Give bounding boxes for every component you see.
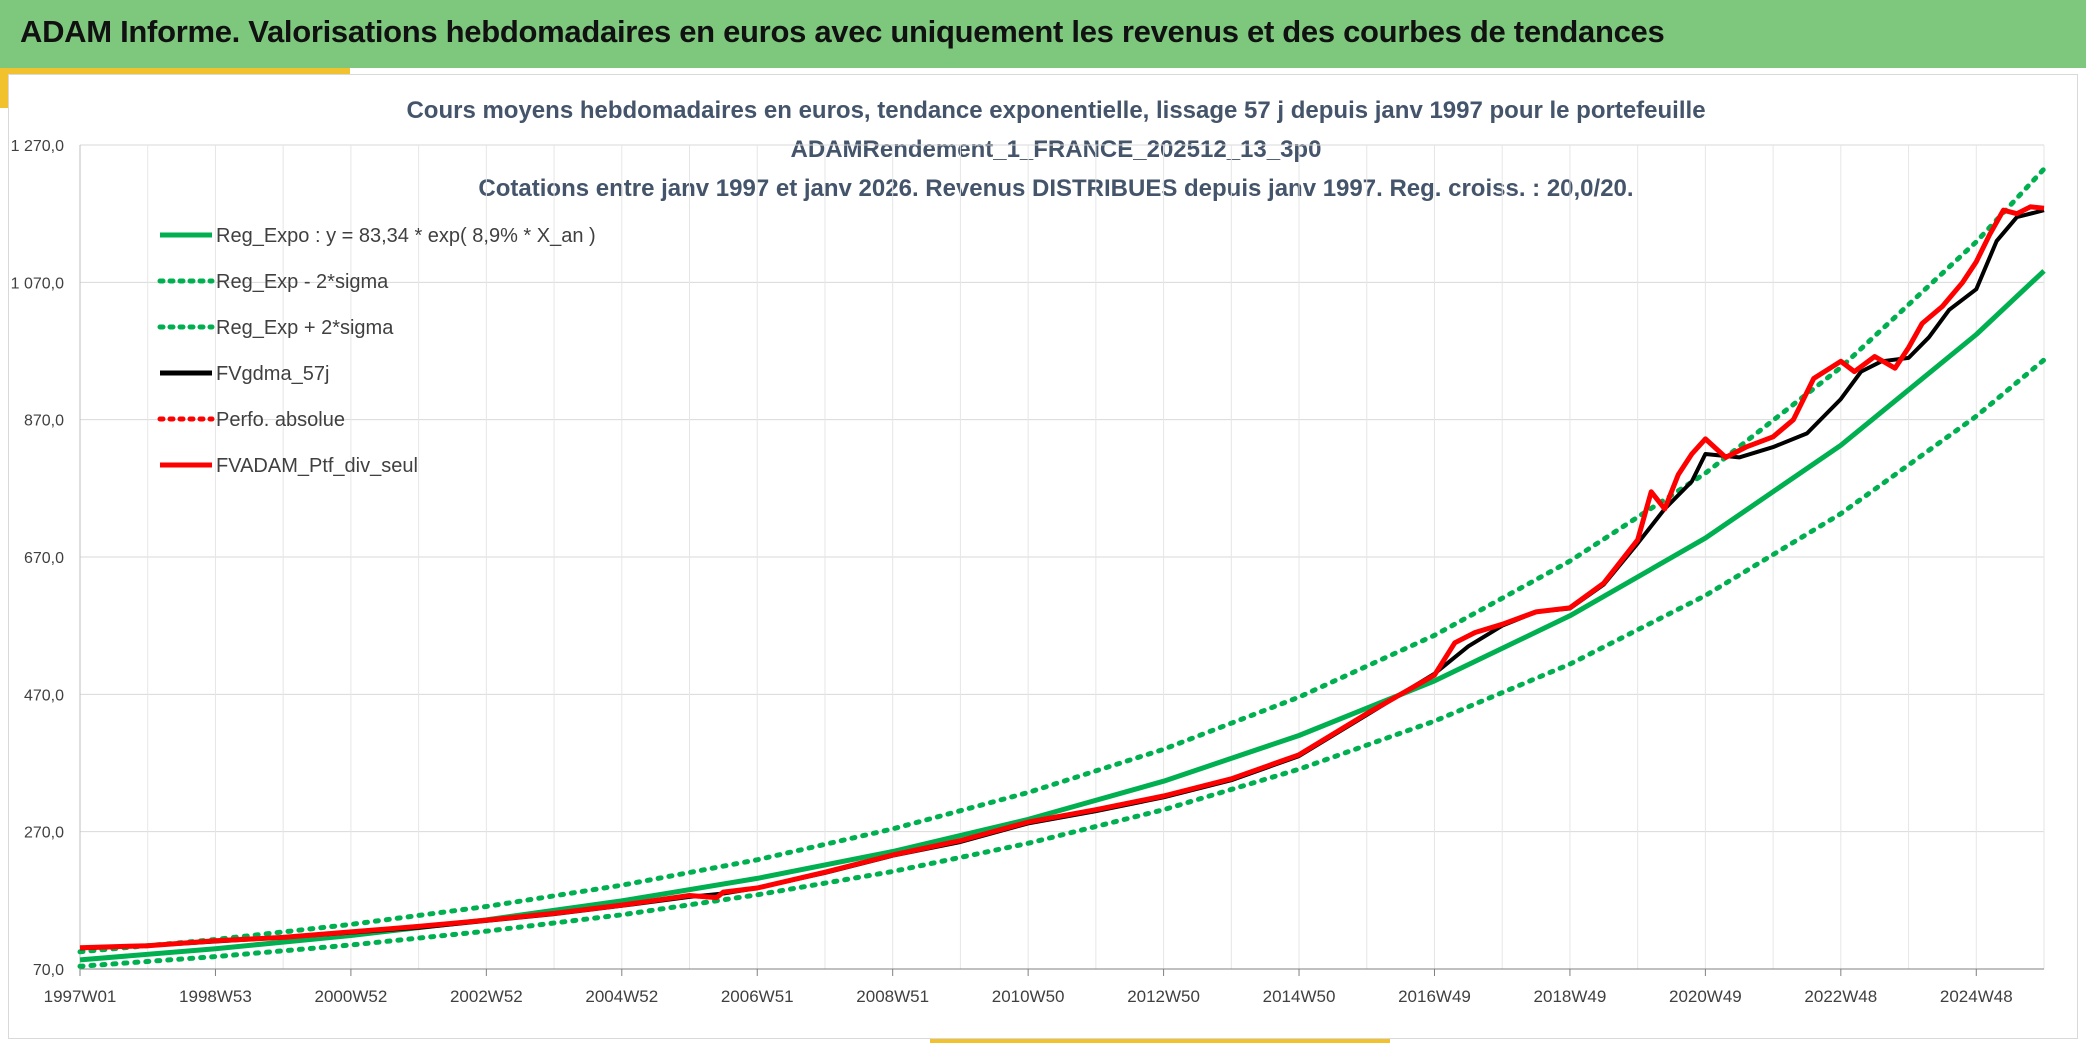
accent-stripe-top xyxy=(0,68,350,74)
grid xyxy=(79,144,2045,970)
x-tick-label: 2010W50 xyxy=(992,987,1065,1006)
y-tick-label: 670,0 xyxy=(24,550,64,567)
y-tick-label: 470,0 xyxy=(24,687,64,704)
chart-title: Cours moyens hebdomadaires en euros, ten… xyxy=(406,97,1705,202)
x-tick-label: 2012W50 xyxy=(1127,987,1200,1006)
y-tick-label: 1 270,0 xyxy=(11,138,64,155)
page-title: ADAM Informe. Valorisations hebdomadaire… xyxy=(20,14,1665,49)
x-tick-label: 2022W48 xyxy=(1804,987,1877,1006)
y-tick-label: 270,0 xyxy=(24,825,64,842)
legend: Reg_Expo : y = 83,34 * exp( 8,9% * X_an … xyxy=(157,225,596,477)
x-tick-label: 2004W52 xyxy=(585,987,658,1006)
legend-label: Reg_Exp - 2*sigma xyxy=(216,271,389,293)
chart-title-line-3: Cotations entre janv 1997 et janv 2026. … xyxy=(478,175,1633,202)
accent-stripe-bottom xyxy=(930,1038,1390,1043)
series-line-reg-exp-2-sigma xyxy=(77,166,2047,955)
legend-entry: Reg_Exp + 2*sigma xyxy=(157,317,394,339)
legend-entry: Reg_Exp - 2*sigma xyxy=(157,271,389,293)
x-tick-label: 2006W51 xyxy=(721,987,794,1006)
legend-entry: FVADAM_Ptf_div_seul xyxy=(160,455,418,477)
legend-label: Perfo. absolue xyxy=(216,409,345,431)
y-tick-label: 1 070,0 xyxy=(11,275,64,292)
x-tick-label: 1997W01 xyxy=(44,987,117,1006)
legend-label: FVgdma_57j xyxy=(216,363,329,385)
accent-stripe-left xyxy=(0,68,8,108)
x-tick-label: 2018W49 xyxy=(1534,987,1607,1006)
header-bar: ADAM Informe. Valorisations hebdomadaire… xyxy=(0,0,2086,68)
legend-label: Reg_Expo : y = 83,34 * exp( 8,9% * X_an … xyxy=(216,225,596,247)
series-line-fvadam-ptf-div-seul xyxy=(79,204,2045,951)
legend-label: Reg_Exp + 2*sigma xyxy=(216,317,394,339)
legend-entry: Reg_Expo : y = 83,34 * exp( 8,9% * X_an … xyxy=(160,225,596,247)
chart-frame xyxy=(8,74,2078,1039)
chart-title-line-1: Cours moyens hebdomadaires en euros, ten… xyxy=(406,97,1705,124)
x-tick-label: 2000W52 xyxy=(315,987,388,1006)
axes: 70,0 270,0 470,0 670,0 870,0 1 070,0 1 270,0 19… xyxy=(11,138,2044,1006)
x-tick-label: 2024W48 xyxy=(1940,987,2013,1006)
series xyxy=(77,166,2047,969)
x-tick-label: 1998W53 xyxy=(179,987,252,1006)
chart-title-line-2: ADAMRendement_1_FRANCE_202512_13_3p0 xyxy=(791,136,1322,163)
x-tick-label: 2014W50 xyxy=(1263,987,1336,1006)
legend-label: FVADAM_Ptf_div_seul xyxy=(216,455,418,477)
x-tick-label: 2020W49 xyxy=(1669,987,1742,1006)
x-tick-label: 2002W52 xyxy=(450,987,523,1006)
series-line-reg-exp-2-sigma xyxy=(77,357,2047,969)
x-tick-label: 2016W49 xyxy=(1398,987,1471,1006)
y-tick-label: 870,0 xyxy=(24,413,64,430)
x-tick-label: 2008W51 xyxy=(856,987,929,1006)
y-tick-label: 70,0 xyxy=(33,962,64,979)
series-line-reg-expo xyxy=(79,269,2046,963)
legend-entry: Perfo. absolue xyxy=(157,409,345,431)
legend-entry: FVgdma_57j xyxy=(160,363,329,385)
